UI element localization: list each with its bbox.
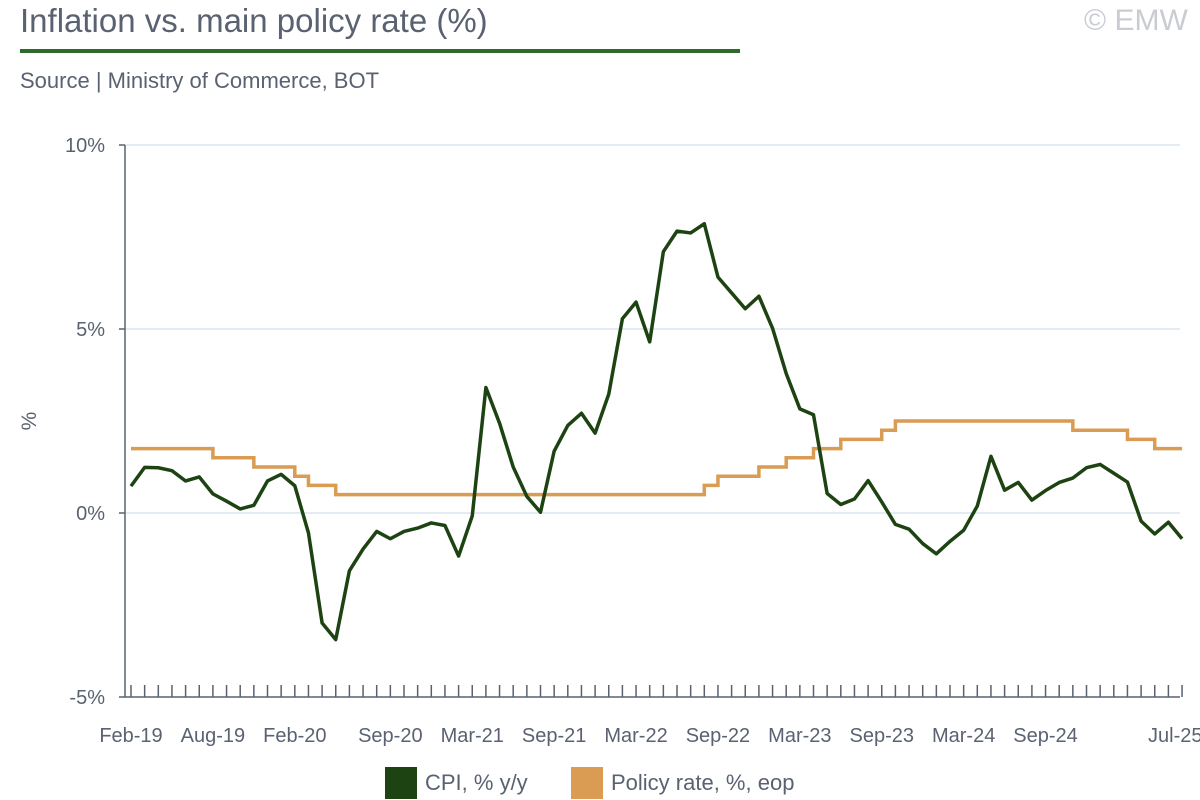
x-tick-label: Sep-21 (522, 725, 587, 747)
legend-item-cpi: CPI, % y/y (385, 766, 528, 800)
x-tick-label: Mar-24 (932, 725, 995, 747)
x-tick-label: Jul-25 (1148, 725, 1200, 747)
x-tick-label: Sep-22 (686, 725, 751, 747)
x-tick-label: Aug-19 (181, 725, 246, 747)
x-tick-label: Feb-20 (263, 725, 326, 747)
axes: -5% 0% 5% 10% Feb-19 Aug-19 Feb-20 Sep-20 Mar-21… (65, 135, 1200, 747)
legend: CPI, % y/y Policy rate, %, eop (0, 766, 1200, 800)
legend-label-policy-rate: Policy rate, %, eop (611, 770, 795, 795)
y-axis-title: % (18, 412, 41, 431)
legend-swatch-policy-rate (571, 767, 603, 799)
legend-item-policy-rate: Policy rate, %, eop (571, 766, 794, 800)
copyright-watermark: © EMW (1084, 4, 1188, 37)
line-chart: -5% 0% 5% 10% Feb-19 Aug-19 Feb-20 Sep-20 Mar-21… (18, 135, 1200, 747)
legend-label-cpi: CPI, % y/y (425, 770, 528, 795)
y-tick-label: 5% (76, 319, 105, 341)
series-line-cpi (129, 222, 1184, 642)
legend-swatch-cpi (385, 767, 417, 799)
x-tick-label: Feb-19 (99, 725, 162, 747)
y-tick-label: 0% (76, 503, 105, 525)
source-note: Source | Ministry of Commerce, BOT (20, 68, 380, 93)
x-tick-label: Sep-24 (1013, 725, 1078, 747)
x-tick-label: Sep-23 (850, 725, 915, 747)
series-lines (129, 222, 1184, 642)
y-tick-label: 10% (65, 135, 105, 157)
chart-title: Inflation vs. main policy rate (%) (20, 2, 488, 39)
title-underline (20, 49, 740, 53)
x-tick-label: Mar-23 (768, 725, 831, 747)
x-tick-label: Mar-21 (441, 725, 504, 747)
series-line-policy-rate (131, 419, 1183, 497)
y-tick-label: -5% (69, 687, 105, 709)
x-tick-label: Mar-22 (604, 725, 667, 747)
x-tick-label: Sep-20 (358, 725, 423, 747)
